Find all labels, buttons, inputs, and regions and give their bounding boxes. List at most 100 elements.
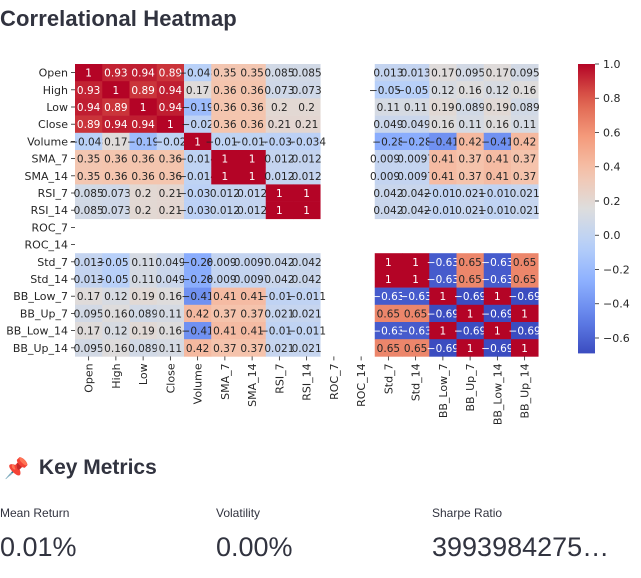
heatmap-cell: [102, 81, 130, 99]
heatmap-cell: [129, 304, 158, 323]
page-title: Correlational Heatmap: [0, 6, 237, 31]
cell-value-label: 0.073: [101, 188, 131, 200]
cell-value-label: −0.011: [478, 188, 517, 200]
cell-value-label: 0.013: [74, 257, 104, 269]
heatmap-cell: [75, 81, 103, 99]
cell-value-label: −0.69: [427, 308, 459, 320]
heatmap-cell: [483, 304, 512, 323]
heatmap-cell: [265, 270, 294, 288]
heatmap-cell: [293, 115, 321, 134]
colorbar-tick-label: −0.6: [603, 332, 630, 345]
heatmap-cell: [374, 150, 403, 168]
cell-value-label: 0.012: [210, 205, 240, 217]
cell-value-label: 0.11: [404, 102, 427, 114]
cell-value-label: 1: [113, 85, 120, 97]
y-tick-label: SMA_7: [32, 153, 69, 166]
heatmap-cell: [238, 184, 267, 202]
heatmap-cell: [429, 132, 457, 151]
heatmap-cell: [184, 270, 212, 288]
metric-value: 0.01%: [0, 532, 77, 562]
cell-value-label: 0.65: [513, 274, 536, 286]
heatmap-cell: [238, 81, 267, 99]
cell-value-label: 0.19: [431, 102, 454, 114]
heatmap-cell: [402, 115, 430, 134]
cell-value-label: 0.94: [131, 119, 155, 131]
heatmap-cell: [429, 98, 457, 116]
heatmap-cell: [129, 167, 158, 185]
pushpin-icon: 📌: [4, 456, 29, 480]
cell-value-label: 0.013: [373, 68, 403, 80]
heatmap-cell: [75, 287, 103, 306]
cell-value-label: 0.41: [213, 291, 236, 303]
heatmap-cell: [184, 81, 212, 99]
heatmap-cell: [402, 98, 430, 116]
cell-value-label: 0.65: [377, 308, 400, 320]
heatmap-cell: [511, 322, 539, 340]
heatmap-cell: [483, 270, 512, 288]
heatmap-cell: [456, 304, 485, 323]
heatmap-cell: [429, 81, 457, 99]
heatmap-cell: [102, 115, 130, 134]
heatmap-cell: [402, 322, 430, 340]
heatmap-cell: [402, 201, 430, 220]
metric-label: Sharpe Ratio: [432, 506, 503, 520]
heatmap-cell: [429, 115, 457, 134]
heatmap-cell: [156, 253, 185, 271]
cell-value-label: 0.89: [131, 85, 154, 97]
heatmap-cell: [511, 64, 539, 82]
cell-value-label: 0.36: [213, 102, 237, 114]
cell-value-label: 0.0097: [370, 171, 407, 183]
cell-value-label: 0.013: [401, 68, 431, 80]
heatmap-cell: [129, 81, 158, 99]
cell-value-label: 0.36: [240, 119, 264, 131]
cell-value-label: 0.095: [74, 343, 104, 355]
heatmap-cell: [293, 64, 321, 82]
heatmap-cell: [265, 150, 294, 168]
cell-value-label: −0.014: [233, 136, 272, 148]
heatmap-cell: [374, 184, 403, 202]
heatmap-cell: [238, 270, 267, 288]
heatmap-cell: [238, 132, 267, 151]
colorbar-tick-label: 0.6: [603, 126, 621, 139]
cell-value-label: 1: [194, 136, 201, 148]
colorbar-tick-label: 0.0: [603, 229, 621, 242]
cell-value-label: 0.16: [431, 119, 455, 131]
cell-value-label: 0.16: [458, 85, 482, 97]
cell-value-label: 0.0097: [370, 154, 407, 166]
metrics-heading: 📌 Key Metrics: [4, 456, 157, 480]
cell-value-label: 0.013: [74, 274, 104, 286]
heatmap-cell: [156, 132, 185, 151]
cell-value-label: 0.073: [264, 85, 294, 97]
cell-value-label: −0.011: [287, 326, 326, 338]
heatmap-cell: [429, 304, 457, 323]
cell-value-label: 1: [521, 343, 528, 355]
cell-value-label: 0.012: [264, 154, 294, 166]
heatmap-cell: [429, 270, 457, 288]
heatmap-cell: [75, 64, 103, 82]
cell-value-label: 0.89: [159, 68, 182, 80]
cell-value-label: 0.042: [264, 257, 294, 269]
cell-value-label: 0.089: [455, 102, 485, 114]
x-tick-label: Volume: [192, 363, 205, 404]
cell-value-label: 1: [85, 68, 92, 80]
heatmap-cell: [184, 322, 212, 340]
heatmap-cell: [402, 184, 430, 202]
cell-value-label: 0.65: [377, 343, 400, 355]
cell-value-label: 0.049: [155, 257, 185, 269]
cell-value-label: 0.11: [513, 119, 536, 131]
cell-value-label: 0.93: [104, 68, 127, 80]
heatmap-cell: [456, 150, 485, 168]
cell-value-label: 0.11: [377, 102, 400, 114]
cell-value-label: 1: [303, 188, 310, 200]
heatmap-cell: [75, 253, 103, 271]
cell-value-label: −0.02: [154, 136, 186, 148]
cell-value-label: 0.36: [159, 154, 183, 166]
cell-value-label: −0.011: [423, 188, 462, 200]
cell-value-label: −0.014: [205, 136, 244, 148]
x-tick-label: Close: [164, 363, 177, 393]
cell-value-label: 0.65: [513, 257, 536, 269]
colorbar-tick-label: −0.4: [603, 298, 630, 311]
heatmap-cell: [129, 64, 158, 82]
cell-value-label: −0.034: [287, 136, 326, 148]
heatmap-cell: [483, 98, 512, 116]
